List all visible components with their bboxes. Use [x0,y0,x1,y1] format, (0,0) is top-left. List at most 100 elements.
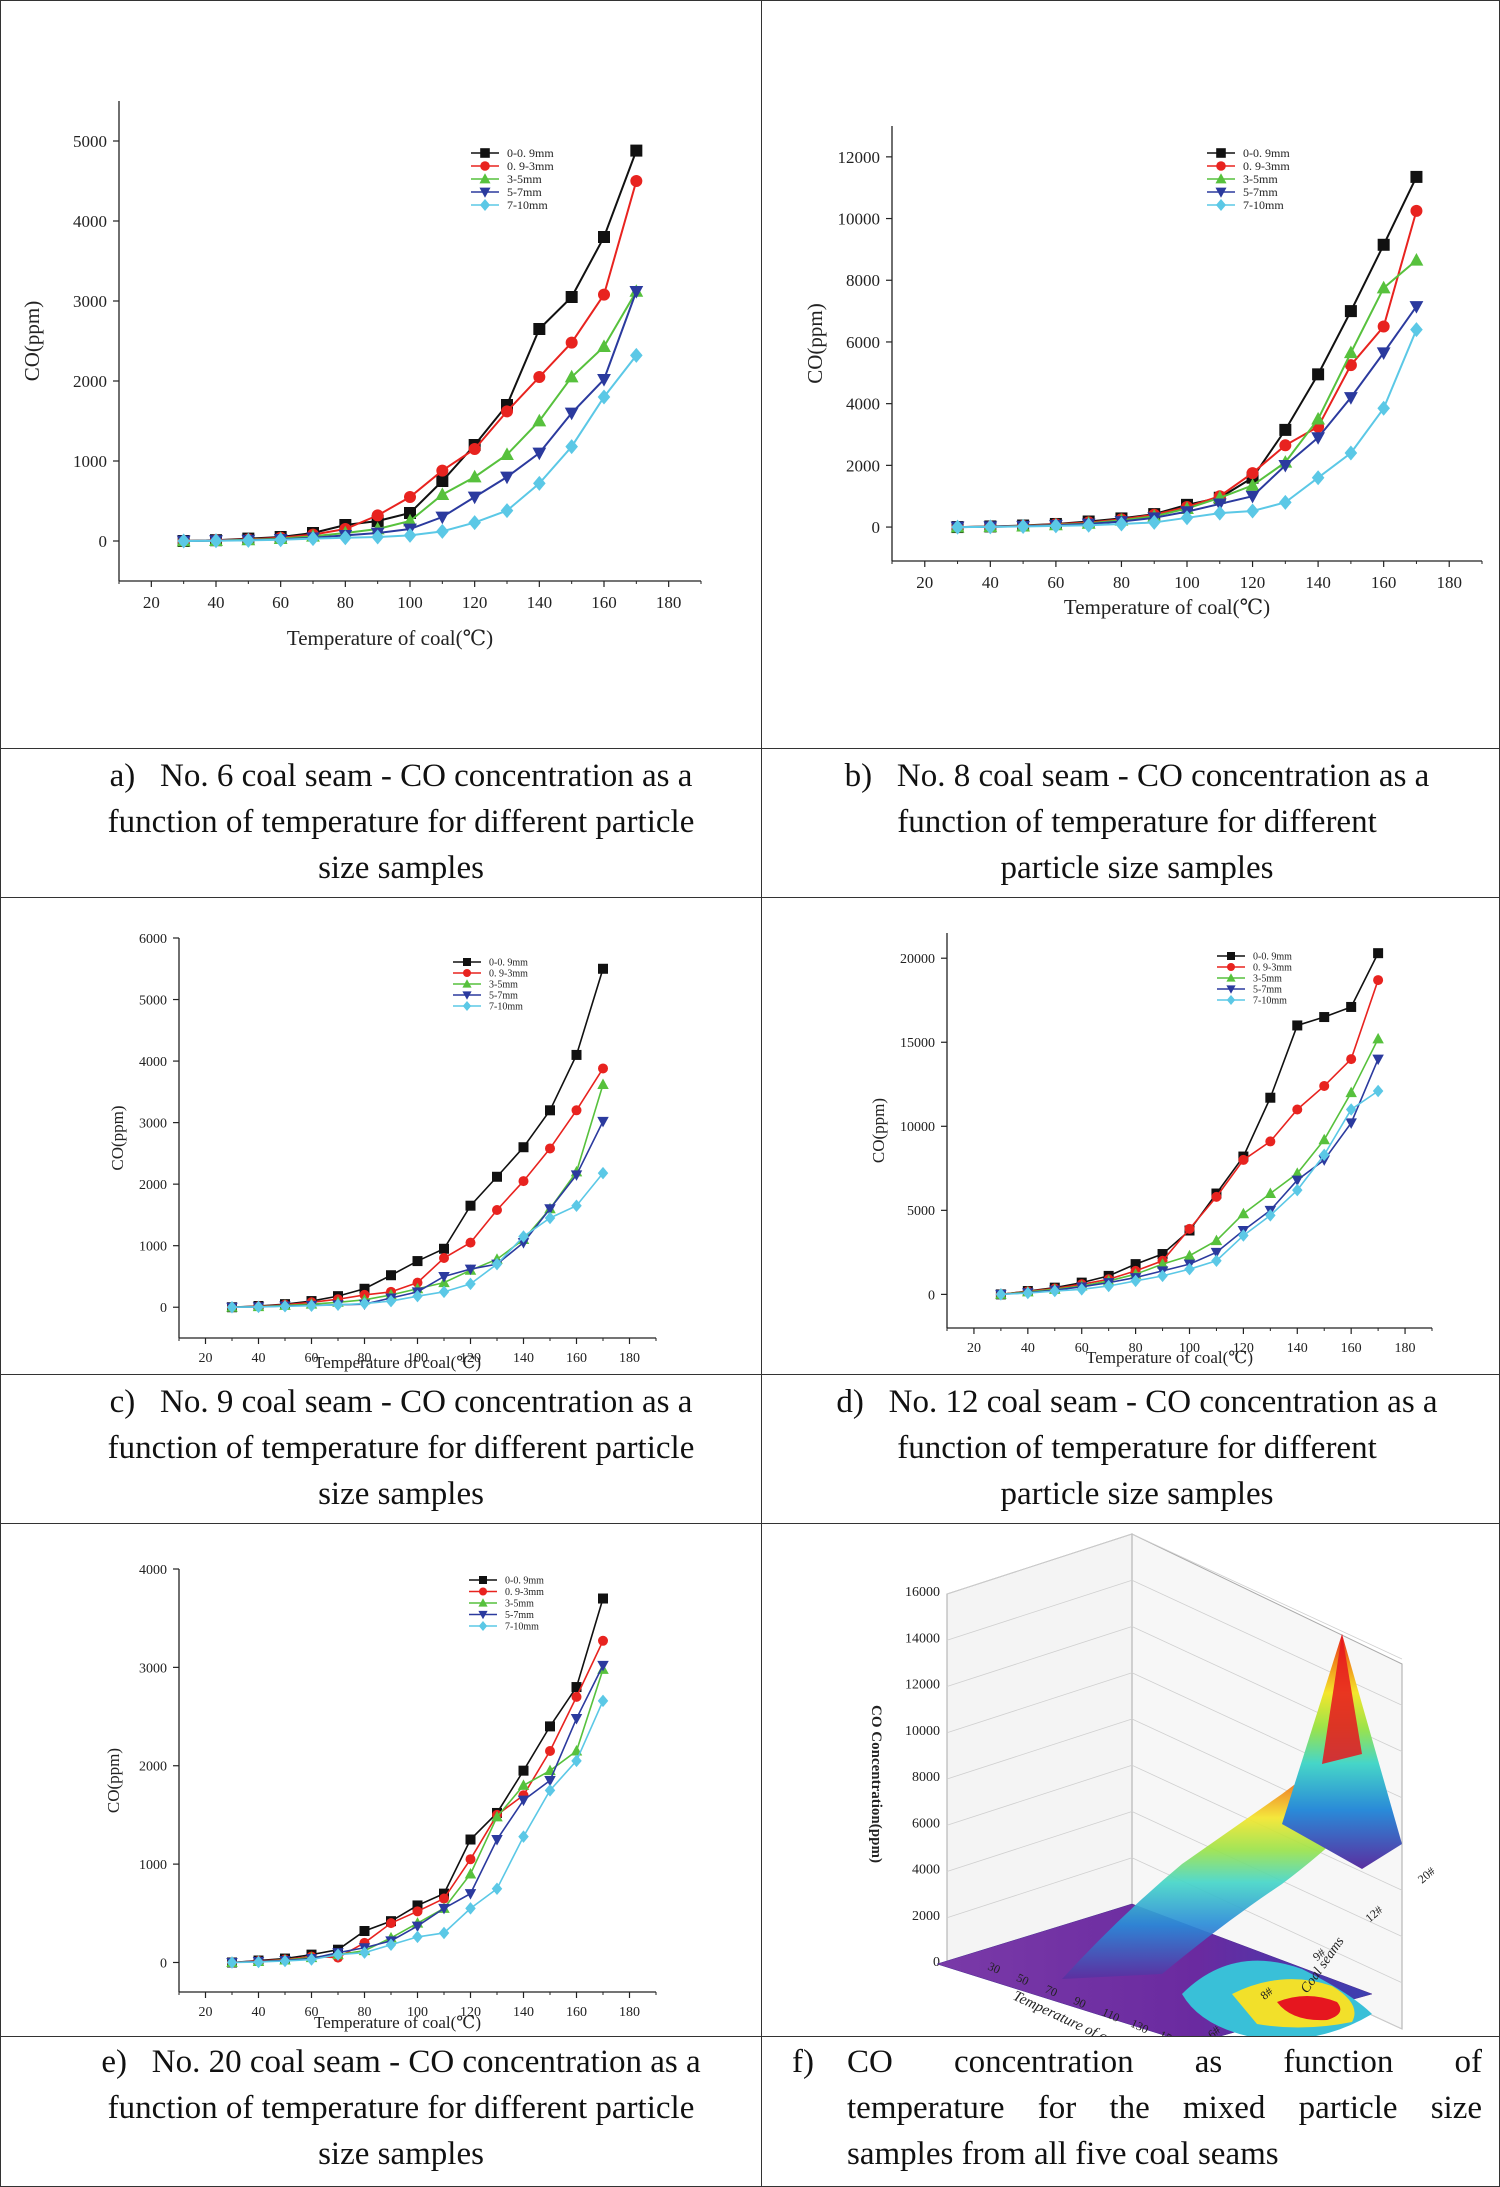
caption-f: f) CO concentration as function of tempe… [792,2039,1482,2177]
chart-b-legend-label: 0-0. 9mm [1243,146,1290,160]
chart-d-series-3-point [1345,1118,1357,1129]
chart-c-series-3-point [464,1264,477,1276]
chart-c-series-0-point [598,963,608,974]
chart-c-legend-marker [462,979,472,988]
chart-b-series-4-point [1311,470,1325,486]
chart-e-axes: 20 40 60 80 100 120 140 160 180 0 1000 2000 3000 4000… [104,1563,657,2032]
chart-d-series-1-point [1184,1223,1195,1234]
chart-a-y-tick-label: 2000 [73,372,107,391]
panel-c-chart-cell: 20 40 60 80 100 120 140 160 180 0 1000 2000 3000 4000… [0,897,762,1375]
chart-c-x-axis-title: Temperature of coal(℃) [314,1353,481,1372]
chart-b-legend-label: 7-10mm [1243,198,1284,212]
chart-b: 20 40 60 80 100 120 140 160 180 0 2000 4000 6000 8000… [803,126,1483,619]
chart-e-y-tick-label: 4000 [139,1563,167,1578]
chart-f-x-tick-label: 130 [1129,2016,1151,2036]
chart-e-x-axis-title: Temperature of coal(℃) [314,2013,481,2032]
chart-a-series-4-point [533,475,546,491]
chart-d-axes: 20 40 60 80 100 120 140 160 180 0 5000 10000 15000 20… [869,933,1433,1367]
chart-f-x-tick-label: 90 [1071,1993,1088,2011]
chart-b-series-4-point [1115,516,1128,532]
chart-d-series-1-point [1373,975,1384,986]
chart-b-series-2-point [1376,280,1391,294]
chart-b-series-4-point [1344,445,1358,461]
chart-d-series-2-point [1318,1133,1330,1145]
chart-d-series-4-point [995,1288,1007,1301]
chart-a-series-4-point [500,503,514,519]
chart-d-series-4-point [1345,1103,1357,1116]
chart-e-series-3-point [544,1776,556,1787]
chart-c-series-0-point [412,1256,423,1267]
caption-c-line-3: size samples [318,1476,484,1512]
chart-e-x-tick-label: 40 [252,2005,266,2020]
caption-b: b) No. 8 coal seam - CO concentration as… [792,753,1482,891]
chart-c-x-tick-label: 120 [460,1351,481,1366]
panel-e-chart-cell: 20 40 60 80 100 120 140 160 180 0 1000 2000 3000 4000… [0,1523,762,2037]
chart-f-gridline [946,1811,1133,1872]
chart-e-series-4-point [597,1694,609,1708]
chart-e-series-0-point [545,1721,555,1732]
chart-e-series-4-point [571,1754,582,1768]
chart-a-x-axis-title: Temperature of coal(℃) [287,626,493,650]
caption-c-line-1: No. 9 coal seam - CO concentration as a [159,1384,693,1420]
chart-b-series-4-point [1147,514,1161,530]
chart-a-x-tick-label: 120 [462,593,488,612]
chart-d-series-2 [995,1032,1384,1299]
chart-c-series-1-point [439,1253,449,1263]
chart-e-series-1-point [412,1906,423,1917]
chart-f-x-tick-label: 30 [986,1959,1003,1977]
chart-a-series-0-point [565,291,578,303]
chart-a-series-1-point [630,175,643,187]
chart-e-series-4-point [226,1956,238,1969]
chart-c-series-4-point [279,1300,291,1313]
chart-b-axes: 20 40 60 80 100 120 140 160 180 0 2000 4000 6000 8000… [803,126,1483,619]
caption-b-label: b) [844,758,873,794]
chart-b-series-4-point [1213,505,1227,521]
chart-a-series-1-point [598,288,610,301]
chart-e-series-3 [226,1660,609,1969]
chart-c-series-4-point [597,1166,609,1180]
chart-e-series-3-point [491,1835,503,1846]
chart-a-legend-marker [480,148,490,158]
chart-e-series-4-point [518,1830,529,1843]
chart-a-series-1-point [404,491,416,503]
panel-e-caption-cell: e) No. 20 coal seam - CO concentration a… [0,2036,762,2187]
chart-e-series-1-point [598,1635,608,1646]
chart-d-series-4-point [1022,1286,1034,1300]
chart-e-legend-marker [478,1621,488,1631]
chart-b-series-3-point [1212,498,1227,512]
caption-d: d) No. 12 coal seam - CO concentration a… [792,1379,1482,1517]
chart-c-series-0-point [465,1200,476,1211]
chart-b-x-tick-label: 80 [1113,573,1130,592]
chart-b-series-0-point [1410,170,1423,183]
chart-d-series-4-point [1130,1274,1141,1288]
caption-a: a) No. 6 coal seam - CO concentration as… [51,753,751,891]
chart-b-legend-marker [1215,173,1227,184]
chart-e-series-0-point [465,1834,476,1845]
chart-d-series-2-point [1183,1249,1196,1261]
chart-a-series-1-point [533,371,546,383]
chart-d-series-2-point [1237,1207,1250,1219]
chart-e-series-4-point [544,1784,556,1797]
chart-e-y-axis-title: CO(ppm) [104,1748,123,1813]
panel-c-caption-cell: c) No. 9 coal seam - CO concentration as… [0,1374,762,1524]
chart-c-y-tick-label: 6000 [139,932,167,947]
chart-d-legend-label: 0. 9-3mm [1253,963,1292,974]
chart-e-y-tick-label: 1000 [139,1858,167,1873]
chart-e-series-2-point [491,1810,503,1822]
chart-d-legend-label: 7-10mm [1253,996,1287,1007]
chart-a-series-4-point [339,530,352,546]
chart-a-series-4-point [597,389,611,405]
chart-b-x-tick-label: 100 [1174,573,1200,592]
caption-b-line-3: particle size samples [1000,850,1274,886]
chart-b-series-4-point [1082,517,1095,533]
chart-a-series-4-point [436,523,449,539]
chart-f-gridline [946,1533,1133,1595]
caption-c-line-2: function of temperature for different pa… [107,1430,695,1466]
chart-a-series-3-point [564,407,579,421]
chart-a-legend-label: 0. 9-3mm [507,159,554,173]
chart-d-series-4-point [1238,1229,1249,1242]
chart-c-series-0-point [386,1270,396,1281]
chart-b-y-tick-label: 8000 [846,271,880,290]
chart-d-series-2-point [1156,1258,1169,1269]
